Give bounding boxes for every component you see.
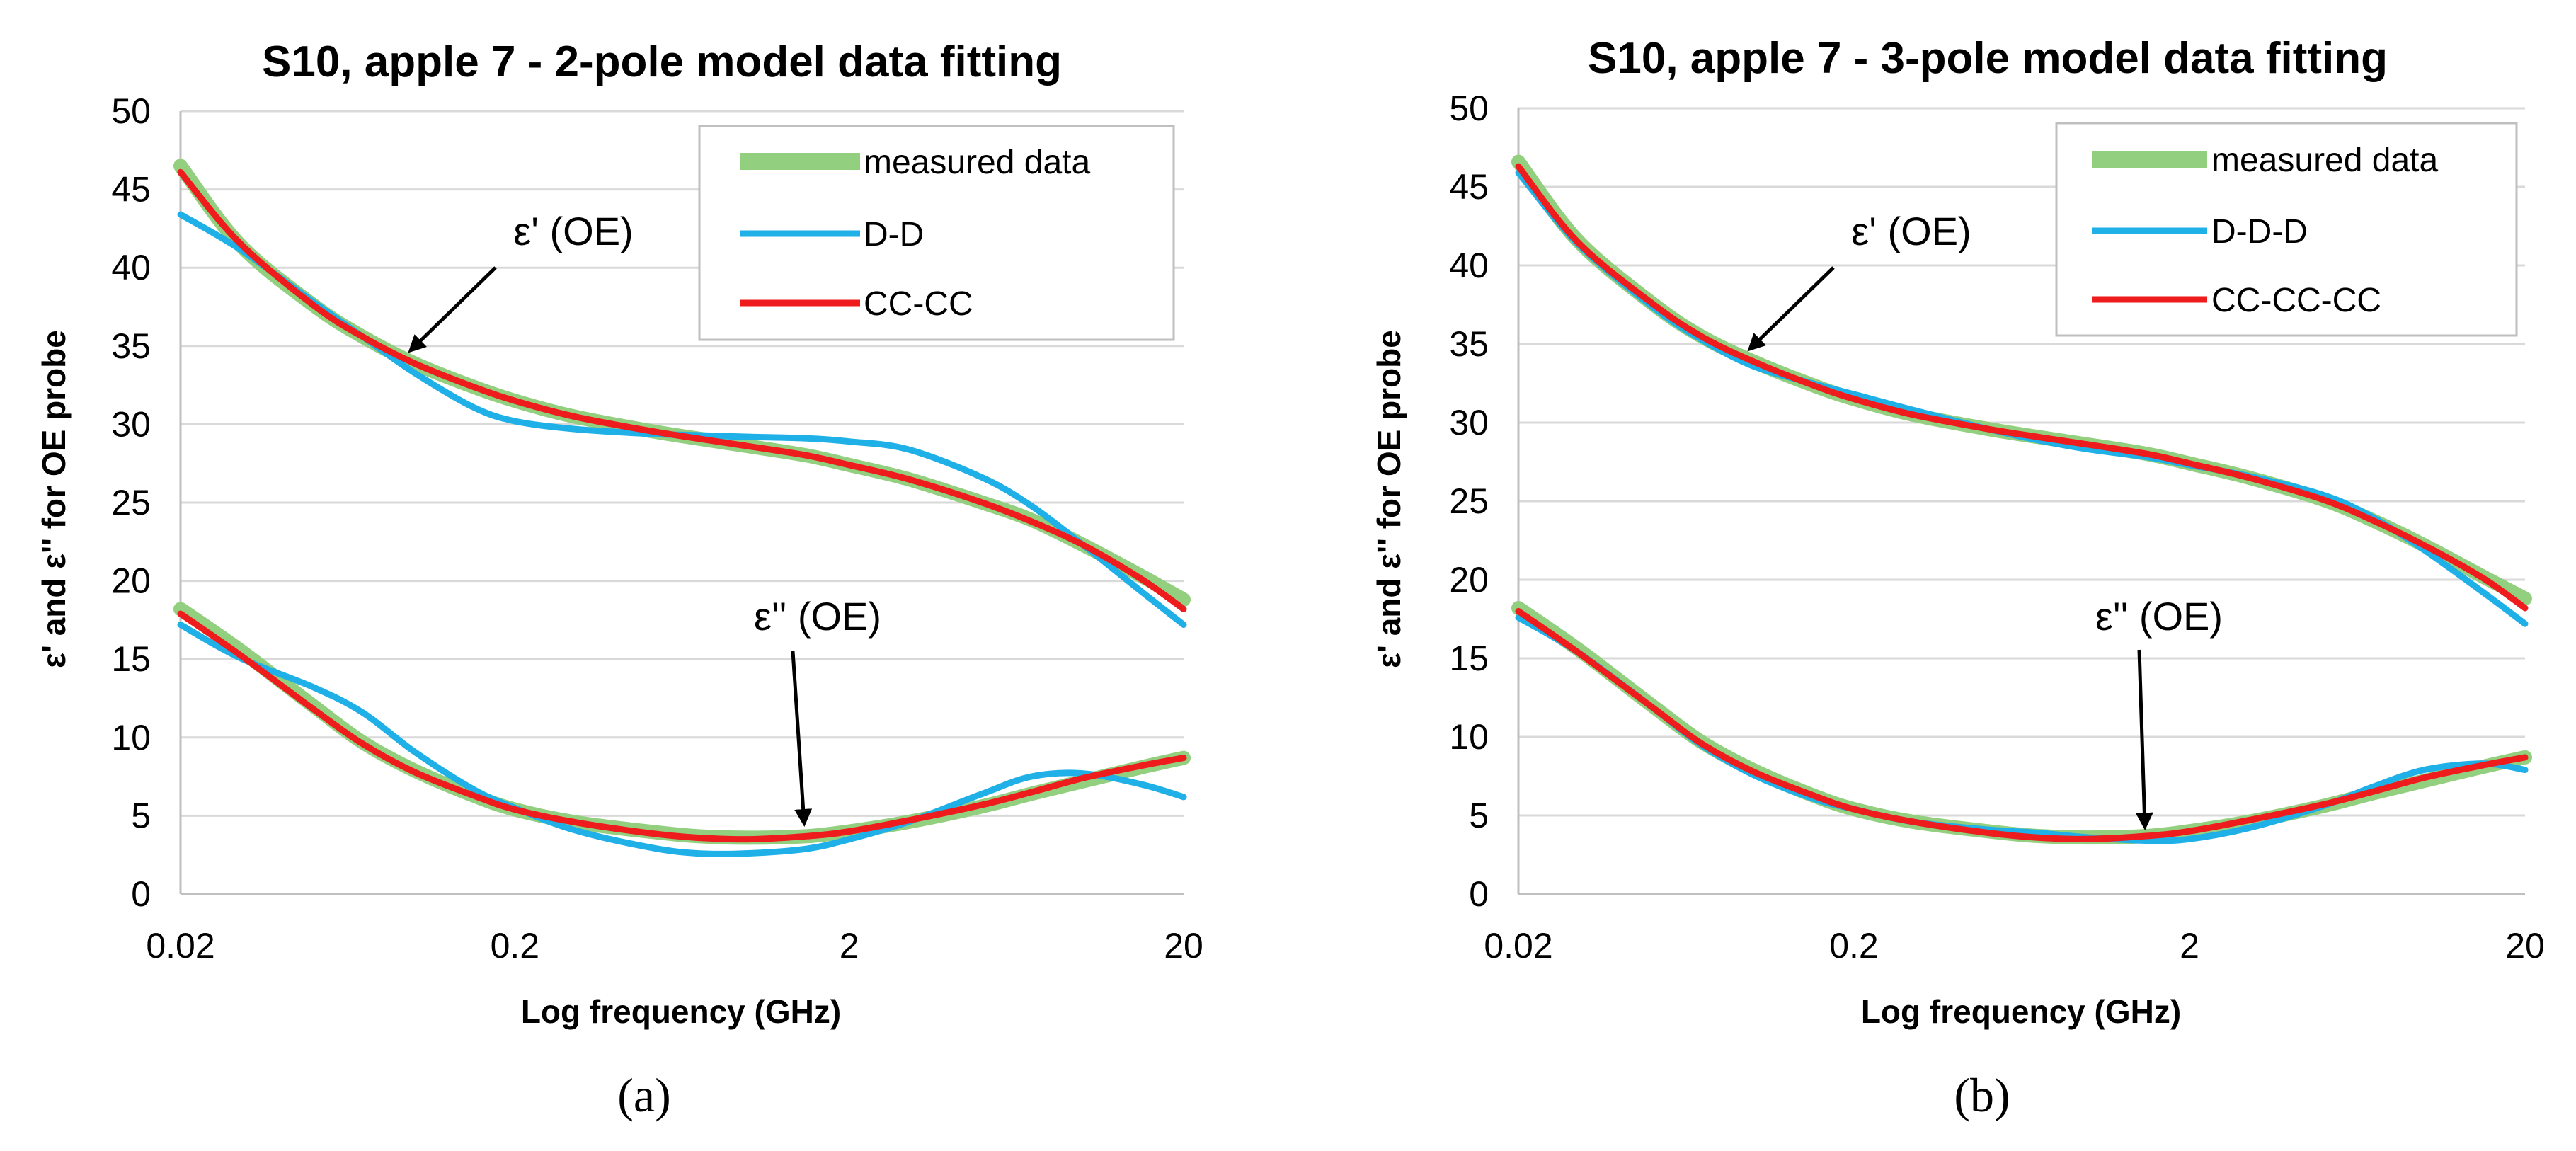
x-axis-label: Log frequency (GHz): [1861, 993, 2181, 1030]
annotation-imag: ε'' (OE): [754, 594, 881, 827]
legend-label-measured: measured data: [864, 144, 1091, 181]
y-axis-label: ε' and ε'' for OE probe: [1370, 330, 1407, 668]
y-tick-label: 20: [1449, 560, 1489, 600]
y-tick-label: 30: [111, 404, 151, 444]
panel-label: (a): [617, 1068, 670, 1122]
x-tick-label: 20: [2505, 926, 2545, 966]
annotation-imag-label: ε'' (OE): [754, 594, 881, 639]
chart-panel-a: S10, apple 7 - 2-pole model data fitting…: [35, 38, 1203, 1122]
y-tick-label: 40: [1449, 246, 1489, 285]
x-tick-labels: 0.02 0.2 2 20: [1484, 926, 2544, 966]
y-tick-label: 10: [1449, 717, 1489, 757]
x-axis-label: Log frequency (GHz): [521, 993, 841, 1030]
x-tick-label: 2: [2180, 926, 2199, 966]
y-tick-label: 50: [1449, 88, 1489, 128]
series-cc-cc-cc-imag: [1515, 607, 2529, 842]
chart-title: S10, apple 7 - 3-pole model data fitting: [1588, 34, 2388, 83]
series-group: [1511, 154, 2532, 845]
annotation-real-arrow: [408, 266, 497, 353]
annotation-imag-arrow: [2135, 649, 2153, 830]
legend: measured data D-D-D CC-CC-CC: [2055, 122, 2518, 337]
y-tick-label: 15: [111, 639, 151, 679]
y-tick-label: 15: [1449, 639, 1489, 678]
series-cc-cc-imag: [177, 610, 1187, 843]
y-tick-labels: 0 5 10 15 20 25 30 35 40 45 50: [111, 91, 151, 914]
annotation-real: ε' (OE): [408, 209, 634, 353]
y-tick-label: 5: [1469, 796, 1489, 835]
panel-label-text: (a): [617, 1068, 670, 1122]
x-tick-label: 0.02: [1484, 926, 1552, 966]
annotation-imag: ε'' (OE): [2095, 594, 2223, 830]
y-tick-label: 25: [1449, 481, 1489, 521]
y-tick-label: 30: [1449, 403, 1489, 442]
y-tick-label: 25: [111, 483, 151, 522]
x-tick-label: 20: [1164, 926, 1203, 966]
annotation-real-label: ε' (OE): [513, 209, 633, 253]
y-tick-labels: 0 5 10 15 20 25 30 35 40 45 50: [1449, 88, 1489, 914]
series-cc-cc-real: [177, 168, 1187, 612]
y-tick-label: 20: [111, 561, 151, 601]
panel-label: (b): [1954, 1068, 2010, 1122]
y-tick-label: 5: [131, 796, 151, 835]
y-tick-label: 45: [111, 170, 151, 210]
legend: measured data D-D CC-CC: [698, 125, 1175, 341]
annotation-real-label: ε' (OE): [1851, 209, 1971, 253]
y-tick-label: 45: [1449, 167, 1489, 207]
annotation-real: ε' (OE): [1747, 209, 1971, 352]
series-d-d-d-imag: [1515, 614, 2529, 844]
series-d-d-imag: [177, 622, 1187, 857]
x-tick-label: 0.2: [491, 926, 540, 966]
y-axis-label: ε' and ε'' for OE probe: [35, 330, 72, 668]
annotation-imag-arrow: [791, 651, 813, 827]
y-tick-label: 0: [1469, 874, 1489, 914]
y-tick-label: 40: [111, 248, 151, 287]
annotation-real-arrow: [1747, 266, 1835, 352]
y-tick-label: 35: [1449, 324, 1489, 364]
y-tick-label: 50: [111, 91, 151, 131]
y-tick-label: 0: [131, 874, 151, 914]
series-group: [173, 159, 1191, 857]
legend-label-ddd: D-D-D: [2211, 213, 2308, 251]
legend-label-cccc: CC-CC: [864, 285, 973, 323]
series-cc-cc-cc-real: [1515, 163, 2529, 612]
chart-panel-b: S10, apple 7 - 3-pole model data fitting…: [1370, 34, 2545, 1122]
chart-title: S10, apple 7 - 2-pole model data fitting: [262, 38, 1062, 86]
y-tick-label: 35: [111, 326, 151, 366]
y-tick-label: 10: [111, 718, 151, 757]
legend-label-cccccc: CC-CC-CC: [2211, 282, 2381, 319]
panel-label-text: (b): [1954, 1068, 2010, 1122]
x-tick-labels: 0.02 0.2 2 20: [146, 926, 1203, 966]
legend-label-dd: D-D: [864, 216, 924, 253]
legend-label-measured: measured data: [2211, 142, 2439, 179]
x-tick-label: 0.2: [1829, 926, 1879, 966]
x-tick-label: 2: [840, 926, 859, 966]
grid-lines: [1517, 107, 2525, 895]
x-tick-label: 0.02: [146, 926, 214, 966]
annotation-imag-label: ε'' (OE): [2095, 594, 2223, 639]
